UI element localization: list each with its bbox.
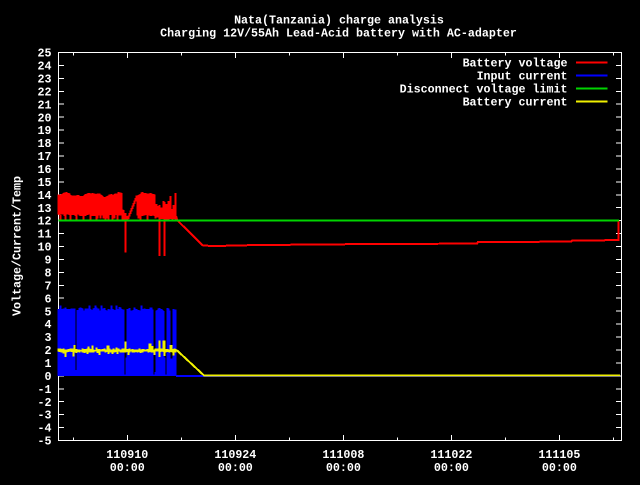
svg-text:-2: -2 (38, 396, 52, 410)
svg-text:-4: -4 (38, 422, 52, 436)
svg-text:Voltage/Current/Temp: Voltage/Current/Temp (11, 176, 25, 316)
svg-text:22: 22 (38, 85, 52, 99)
svg-text:25: 25 (38, 47, 52, 61)
svg-text:Input current: Input current (477, 70, 568, 84)
svg-text:110924: 110924 (214, 448, 256, 462)
svg-text:00:00: 00:00 (326, 461, 361, 475)
svg-text:8: 8 (45, 266, 52, 280)
svg-text:110910: 110910 (106, 448, 148, 462)
svg-text:10: 10 (38, 241, 52, 255)
svg-text:14: 14 (38, 189, 52, 203)
svg-text:-5: -5 (38, 435, 52, 449)
svg-text:00:00: 00:00 (218, 461, 253, 475)
svg-text:19: 19 (38, 124, 52, 138)
svg-text:111105: 111105 (538, 448, 580, 462)
svg-text:00:00: 00:00 (110, 461, 145, 475)
svg-text:Disconnect voltage limit: Disconnect voltage limit (400, 82, 568, 96)
svg-text:2: 2 (45, 344, 52, 358)
svg-text:Charging 12V/55Ah Lead-Acid ba: Charging 12V/55Ah Lead-Acid battery with… (160, 26, 517, 40)
svg-text:111008: 111008 (322, 448, 364, 462)
svg-text:4: 4 (45, 318, 52, 332)
svg-text:24: 24 (38, 60, 52, 74)
svg-text:12: 12 (38, 215, 52, 229)
svg-text:-3: -3 (38, 409, 52, 423)
svg-text:Battery current: Battery current (463, 95, 568, 109)
svg-text:17: 17 (38, 150, 52, 164)
svg-text:23: 23 (38, 72, 52, 86)
svg-text:9: 9 (45, 254, 52, 268)
svg-text:-1: -1 (38, 383, 52, 397)
svg-text:21: 21 (38, 98, 52, 112)
svg-text:5: 5 (45, 305, 52, 319)
svg-text:3: 3 (45, 331, 52, 345)
svg-text:00:00: 00:00 (434, 461, 469, 475)
svg-text:0: 0 (45, 370, 52, 384)
svg-text:Nata(Tanzania) charge analysis: Nata(Tanzania) charge analysis (234, 13, 444, 27)
svg-text:00:00: 00:00 (542, 461, 577, 475)
svg-text:7: 7 (45, 279, 52, 293)
svg-text:18: 18 (38, 137, 52, 151)
svg-text:111022: 111022 (430, 448, 472, 462)
svg-text:Battery voltage: Battery voltage (463, 57, 568, 71)
svg-text:15: 15 (38, 176, 52, 190)
svg-text:11: 11 (38, 228, 52, 242)
svg-text:13: 13 (38, 202, 52, 216)
svg-text:20: 20 (38, 111, 52, 125)
svg-text:6: 6 (45, 292, 52, 306)
svg-text:16: 16 (38, 163, 52, 177)
svg-text:1: 1 (45, 357, 52, 371)
